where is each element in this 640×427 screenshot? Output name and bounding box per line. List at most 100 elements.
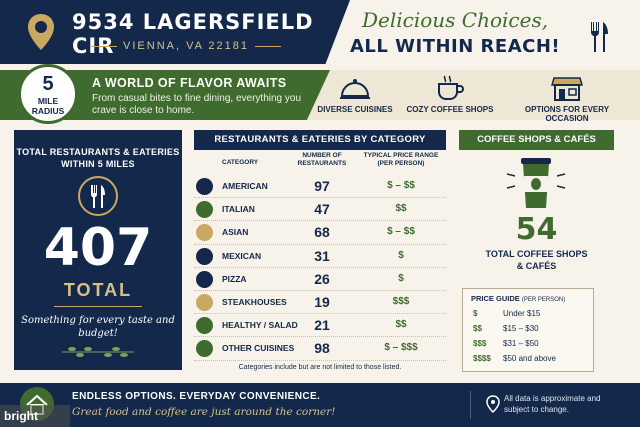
total-label: TOTAL: [63, 280, 133, 300]
tagline-main: ALL WITHIN REACH!: [350, 36, 561, 57]
radius-unit: MILE: [37, 96, 59, 106]
feature-diverse-cuisines: DIVERSE CUISINES: [300, 74, 410, 114]
radius-number: 5: [42, 73, 54, 95]
footer-tagline: Great food and coffee are just around th…: [72, 406, 336, 418]
row-price: $$: [395, 203, 407, 215]
row-count: 19: [314, 293, 330, 310]
row-price: $$$: [392, 295, 410, 307]
price-guide-row: $$$ $31 – $50: [473, 339, 539, 348]
row-price: $$: [395, 319, 407, 331]
coffee-count: 54: [515, 212, 558, 247]
row-count: 31: [314, 247, 330, 264]
pizza-slice-icon: [196, 270, 213, 288]
table-row: PIZZA 26 $: [194, 268, 446, 291]
column-header-price: TYPICAL PRICE RANGE (PER PERSON): [363, 152, 439, 167]
column-header-number: NUMBER OF RESTAURANTS: [297, 152, 347, 167]
total-summary-panel: TOTAL RESTAURANTS & EATERIES WITHIN 5 MI…: [14, 130, 182, 370]
radius-badge: 5 MILE RADIUS: [18, 64, 78, 124]
footer-headline: ENDLESS OPTIONS. EVERYDAY CONVENIENCE.: [72, 391, 321, 402]
feature-label: OPTIONS FOR EVERY OCCASION: [524, 105, 610, 123]
feature-label: COZY COFFEE SHOPS: [406, 105, 494, 114]
divider: [54, 306, 142, 307]
pasta-icon: [196, 201, 213, 219]
row-count: 97: [314, 178, 330, 194]
summary-title: TOTAL RESTAURANTS & EATERIES WITHIN 5 MI…: [16, 147, 180, 169]
price-guide-row: $$ $15 – $30: [473, 324, 539, 333]
price-guide: PRICE GUIDE (PER PERSON) $ Under $15 $$ $1…: [462, 288, 594, 372]
price-symbol: $$: [473, 324, 482, 333]
leaf-branch-icon: [62, 347, 134, 357]
row-price: $ – $$: [387, 180, 415, 191]
row-category: HEALTHY / SALAD: [222, 320, 298, 331]
price-guide-note: (PER PERSON): [521, 297, 566, 303]
price-guide-title: PRICE GUIDE (PER PERSON): [471, 294, 565, 303]
row-count: 47: [314, 201, 330, 218]
location-pin-icon: [486, 395, 500, 413]
total-count: 407: [43, 218, 153, 278]
cloche-icon: [196, 340, 213, 358]
header-tagline: Delicious Choices, ALL WITHIN REACH!: [340, 0, 640, 64]
row-price: $ – $$$: [384, 342, 418, 354]
storefront-icon: [551, 77, 583, 101]
footer: ENDLESS OPTIONS. EVERYDAY CONVENIENCE. G…: [0, 383, 640, 427]
price-guide-row: $$$$ $50 and above: [473, 354, 556, 363]
table-row: STEAKHOUSES 19 $$$: [194, 291, 446, 315]
header-address-banner: 9534 LAGERSFIELD CIR VIENNA, VA 22181: [0, 0, 350, 64]
band-title: A WORLD OF FLAVOR AWAITS: [92, 76, 287, 90]
table-column-headers: CATEGORY NUMBER OF RESTAURANTS TYPICAL P…: [194, 152, 446, 174]
coffee-label-line1: TOTAL COFFEE SHOPS: [485, 249, 588, 259]
table-row: OTHER CUISINES 98 $ – $$$: [194, 337, 446, 361]
coffee-cup-icon: [438, 75, 464, 100]
leaf-icon: [196, 317, 213, 335]
row-count: 26: [314, 270, 330, 287]
table-row: AMERICAN 97 $ – $$: [194, 175, 446, 199]
price-range: Under $15: [503, 309, 541, 318]
coffee-title: COFFEE SHOPS & CAFÉS: [459, 130, 614, 150]
price-range: $31 – $50: [503, 339, 539, 348]
price-symbol: $: [473, 309, 478, 318]
bowl-icon: [196, 224, 213, 242]
row-category: MEXICAN: [222, 250, 262, 261]
coffee-to-go-cup-icon: [506, 158, 566, 208]
coffee-label: TOTAL COFFEE SHOPS & CAFÉS: [459, 248, 614, 272]
tagline-script: Delicious Choices,: [362, 8, 549, 32]
summary-note: Something for every taste and budget!: [21, 315, 175, 339]
row-category: STEAKHOUSES: [222, 296, 287, 307]
watermark-logo: bright: [0, 405, 70, 427]
table-footnote: Categories include but are not limited t…: [238, 364, 402, 371]
price-range: $50 and above: [503, 354, 556, 363]
feature-every-occasion: OPTIONS FOR EVERY OCCASION: [512, 74, 622, 123]
cloche-icon: [340, 79, 370, 99]
burger-icon: [196, 178, 213, 195]
city-subtitle: VIENNA, VA 22181: [72, 40, 300, 52]
band-subtitle: From casual bites to fine dining, everyt…: [92, 93, 301, 116]
price-symbol: $$$: [473, 339, 487, 348]
row-count: 98: [314, 340, 330, 357]
row-price: $: [398, 272, 404, 284]
coffee-label-line2: & CAFÉS: [516, 261, 557, 271]
row-category: PIZZA: [222, 273, 247, 284]
divider: [470, 391, 471, 419]
row-count: 68: [314, 224, 330, 241]
location-pin-icon: [28, 14, 54, 50]
table-row: HEALTHY / SALAD 21 $$: [194, 314, 446, 338]
table-row: MEXICAN 31 $: [194, 245, 446, 268]
table-row: ASIAN 68 $ – $$: [194, 221, 446, 245]
row-category: ITALIAN: [222, 204, 255, 215]
fork-knife-icon: [591, 22, 608, 52]
feature-label: DIVERSE CUISINES: [317, 105, 393, 114]
price-guide-row: $ Under $15: [473, 309, 540, 318]
row-price: $: [398, 249, 404, 261]
taco-icon: [196, 247, 213, 265]
row-count: 21: [314, 317, 330, 334]
table-row: ITALIAN 47 $$: [194, 198, 446, 222]
steak-icon: [196, 293, 213, 311]
footer-disclaimer: All data is approximate and subject to c…: [504, 394, 601, 414]
price-guide-heading: PRICE GUIDE: [471, 294, 520, 303]
price-symbol: $$$$: [473, 354, 491, 363]
column-header-category: CATEGORY: [222, 159, 259, 166]
fork-knife-icon: [78, 176, 118, 216]
table-title: RESTAURANTS & EATERIES BY CATEGORY: [194, 130, 446, 150]
row-price: $ – $$: [387, 226, 415, 238]
category-table: AMERICAN 97 $ – $$ ITALIAN 47 $$ ASIAN 6…: [194, 175, 446, 361]
